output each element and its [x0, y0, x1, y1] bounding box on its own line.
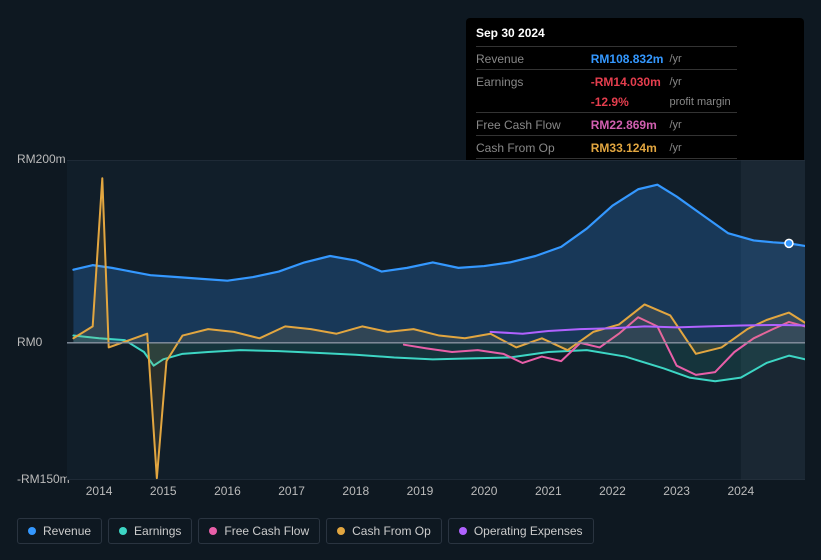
legend-swatch	[119, 527, 127, 535]
tooltip-value: -12.9%	[591, 92, 670, 113]
tooltip-suffix: /yr	[669, 136, 736, 159]
tooltip-value: RM108.832m	[591, 47, 670, 70]
x-axis-label: 2024	[727, 484, 754, 498]
x-axis-label: 2014	[86, 484, 113, 498]
x-axis-label: 2022	[599, 484, 626, 498]
tooltip-label: Cash From Op	[476, 136, 591, 159]
legend-label: Revenue	[43, 524, 91, 538]
legend-item[interactable]: Free Cash Flow	[198, 518, 320, 544]
legend-swatch	[337, 527, 345, 535]
tooltip-label: Earnings	[476, 70, 591, 93]
x-axis-label: 2018	[342, 484, 369, 498]
legend-label: Operating Expenses	[474, 524, 583, 538]
x-axis-label: 2017	[278, 484, 305, 498]
tooltip-date: Sep 30 2024	[476, 24, 794, 46]
tooltip-suffix: profit margin	[669, 92, 736, 113]
legend-item[interactable]: Cash From Op	[326, 518, 442, 544]
legend-label: Free Cash Flow	[224, 524, 309, 538]
tooltip-suffix: /yr	[669, 70, 736, 93]
tooltip-value: RM33.124m	[591, 136, 670, 159]
tooltip-label	[476, 92, 591, 113]
chart-marker	[785, 239, 793, 247]
tooltip-label: Revenue	[476, 47, 591, 70]
legend-label: Earnings	[134, 524, 181, 538]
x-axis-label: 2021	[535, 484, 562, 498]
x-axis-label: 2023	[663, 484, 690, 498]
legend-swatch	[28, 527, 36, 535]
legend-label: Cash From Op	[352, 524, 431, 538]
tooltip-value: RM22.869m	[591, 113, 670, 136]
legend-item[interactable]: Revenue	[17, 518, 102, 544]
tooltip-value: -RM14.030m	[591, 70, 670, 93]
x-axis-label: 2015	[150, 484, 177, 498]
legend-swatch	[459, 527, 467, 535]
legend-item[interactable]: Earnings	[108, 518, 192, 544]
tooltip-label: Free Cash Flow	[476, 113, 591, 136]
legend-item[interactable]: Operating Expenses	[448, 518, 594, 544]
x-axis-label: 2020	[471, 484, 498, 498]
x-axis-label: 2016	[214, 484, 241, 498]
tooltip-suffix: /yr	[669, 47, 736, 70]
financials-chart[interactable]	[17, 160, 805, 480]
tooltip-suffix: /yr	[669, 113, 736, 136]
chart-legend: Revenue Earnings Free Cash Flow Cash From O…	[17, 518, 594, 544]
x-axis-labels: 2014 2015 2016 2017 2018 2019 2020 2021 2022 2023…	[17, 484, 805, 504]
x-axis-label: 2019	[407, 484, 434, 498]
legend-swatch	[209, 527, 217, 535]
